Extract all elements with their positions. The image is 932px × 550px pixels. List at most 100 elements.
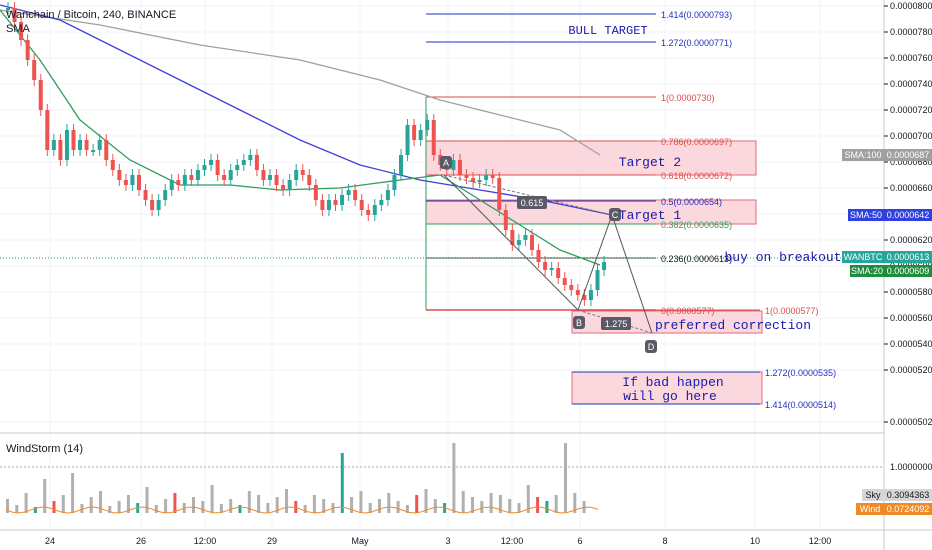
candle-body xyxy=(333,200,338,205)
fib-label-1b: 1(0.0000577) xyxy=(765,306,819,316)
indicator-bar xyxy=(164,499,168,513)
candle-body xyxy=(169,180,174,190)
time-tick-label: 24 xyxy=(45,536,55,546)
wind-tag-value: 0.0724092 xyxy=(887,504,930,514)
candle-body xyxy=(274,175,279,185)
candle-body xyxy=(32,60,37,80)
ratio-label-2: 1.275 xyxy=(605,319,628,329)
price-tick-label: 0.0000700 xyxy=(890,131,932,141)
price-tick-label: 0.0000680 xyxy=(890,157,932,167)
price-tick-label: 0.0000560 xyxy=(890,313,932,323)
sma20-tag-value: 0.0000609 xyxy=(887,266,930,276)
point-c-marker[interactable]: C xyxy=(609,208,621,221)
indicator-bar xyxy=(368,503,372,513)
sma50-tag-name: SMA:50 xyxy=(850,210,882,220)
candle-body xyxy=(209,160,214,165)
sma50-tag-value: 0.0000642 xyxy=(887,210,930,220)
candle-body xyxy=(71,130,76,150)
candle-body xyxy=(346,190,351,195)
point-b-marker[interactable]: B xyxy=(573,316,585,329)
candle-body xyxy=(451,160,456,170)
point-a-marker[interactable]: A xyxy=(440,156,452,169)
wind-tag-name: Wind xyxy=(860,504,881,514)
indicator-bar xyxy=(210,485,214,513)
sma100-line xyxy=(0,9,601,156)
indicator-bar xyxy=(405,505,409,513)
indicator-bar xyxy=(99,491,102,513)
candle-body xyxy=(91,150,96,152)
candle-body xyxy=(575,290,580,295)
indicator-bar xyxy=(536,497,540,513)
candle-body xyxy=(379,200,384,205)
indicator-bar xyxy=(24,493,28,513)
indicator-bar xyxy=(89,497,93,513)
indicator-bar xyxy=(145,487,149,513)
indicator-bar xyxy=(71,473,75,513)
indicator-bar xyxy=(173,493,177,513)
indicator-bar xyxy=(489,493,493,513)
preferred-correction-note: preferred correction xyxy=(655,318,811,333)
price-tick-label: 0.0000660 xyxy=(890,183,932,193)
candle-body xyxy=(392,175,397,190)
sma20-tag-name: SMA:20 xyxy=(851,266,883,276)
target2-note: Target 2 xyxy=(619,155,681,170)
target2-zone xyxy=(425,140,757,176)
indicator-bar xyxy=(573,493,577,513)
candle-body xyxy=(457,160,462,175)
time-tick-label: May xyxy=(351,536,369,546)
indicator-bar xyxy=(517,503,521,513)
indicator-bar xyxy=(61,495,65,513)
time-tick-label: 26 xyxy=(136,536,146,546)
time-tick-label: 12:00 xyxy=(501,536,524,546)
indicator-bar xyxy=(294,501,298,513)
indicator-bar xyxy=(80,504,84,513)
price-tick-label: 0.0000740 xyxy=(890,79,932,89)
fib-label-1: 1(0.0000730) xyxy=(661,93,715,103)
indicator-bar xyxy=(471,497,474,513)
sky-tag-name: Sky xyxy=(865,490,881,500)
candle-body xyxy=(287,180,292,190)
candle-body xyxy=(484,175,489,180)
point-d-marker[interactable]: D xyxy=(645,340,657,353)
fib-label-1414b: 1.414(0.0000514) xyxy=(765,400,836,410)
candle-body xyxy=(477,180,482,182)
sky-tag-value: 0.3094363 xyxy=(887,490,930,500)
indicator-bar xyxy=(415,495,419,513)
candle-body xyxy=(359,200,364,210)
candle-body xyxy=(51,140,56,150)
sma100-tag: SMA:100 0.0000687 xyxy=(842,149,932,161)
fib-label-0786: 0.786(0.0000697) xyxy=(661,137,732,147)
indicator-bar xyxy=(378,499,381,513)
candle-body xyxy=(182,175,187,185)
candle-body xyxy=(84,140,89,150)
indicator-bar xyxy=(461,491,465,513)
indicator-bar xyxy=(154,505,158,513)
candle-body xyxy=(530,235,534,250)
indicator-bar xyxy=(192,497,195,513)
price-axis: 0.0000800 0.0000780 0.0000760 0.0000740 0.00… xyxy=(884,1,932,427)
bad-scenario-zone xyxy=(571,371,763,405)
candle-body xyxy=(425,120,430,130)
indicator-bar xyxy=(247,491,251,513)
fib-label-0382: 0.382(0.0000635) xyxy=(661,220,732,230)
price-tick-label: 0.0000620 xyxy=(890,235,932,245)
sma100-path xyxy=(0,9,601,156)
time-tick-label: 6 xyxy=(577,536,582,546)
candle-body xyxy=(588,290,593,300)
candle-body xyxy=(222,175,227,180)
indicator-bar xyxy=(108,506,112,513)
candle-body xyxy=(176,180,181,185)
time-tick-label: 12:00 xyxy=(809,536,832,546)
price-tick-label: 0.0000800 xyxy=(890,1,932,11)
sma50-tag: SMA:50 0.0000642 xyxy=(848,209,932,221)
indicator-bar xyxy=(433,499,437,513)
symbol-title: Wanchain / Bitcoin, 240, BINANCE xyxy=(6,9,176,21)
candle-body xyxy=(294,170,299,180)
candle-body xyxy=(143,190,148,200)
indicator-bar xyxy=(312,495,316,513)
indicator-title: SMA xyxy=(6,23,31,35)
indicator-bar xyxy=(387,493,391,513)
candle-body xyxy=(104,140,109,160)
candle-body xyxy=(372,205,377,215)
